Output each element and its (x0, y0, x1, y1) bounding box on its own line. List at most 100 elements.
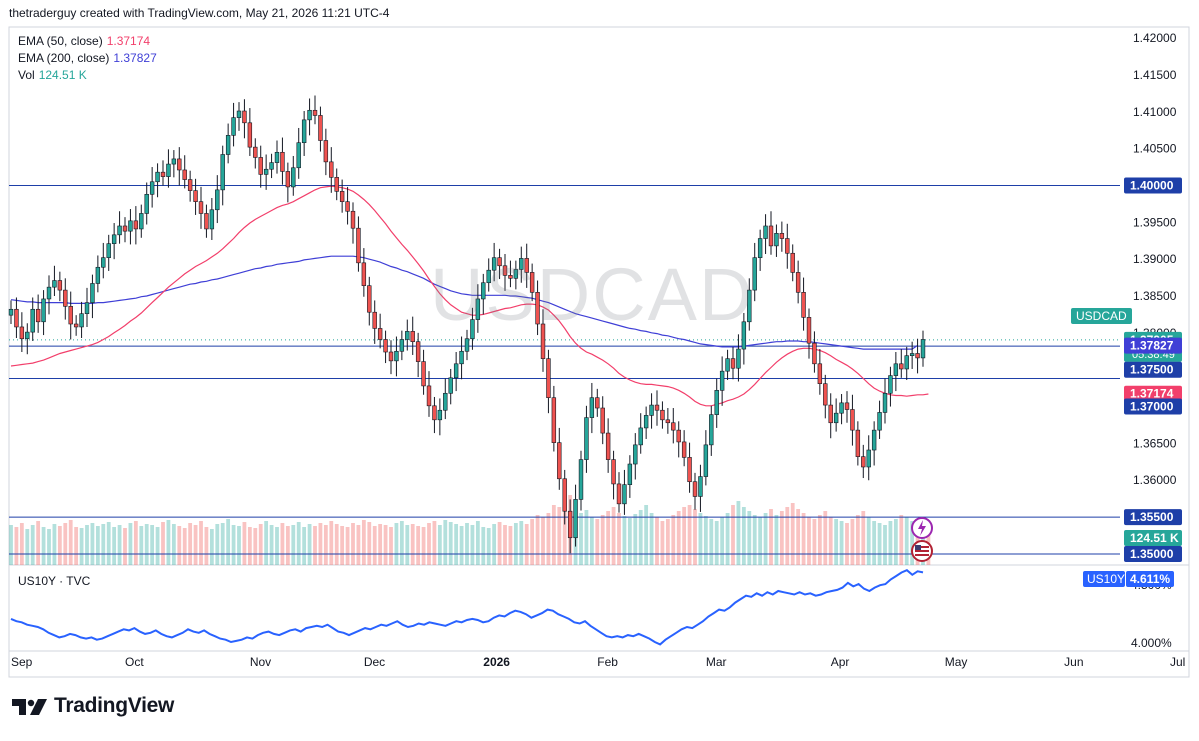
vol-value: 124.51 K (38, 68, 87, 82)
candle (399, 330, 405, 361)
volume-bar (313, 526, 317, 565)
ema50-legend[interactable]: EMA (50, close) 1.37174 (18, 34, 150, 48)
volume-bar (47, 529, 51, 565)
volume-bar (855, 515, 860, 565)
volume-bar (237, 526, 241, 565)
candle-body (567, 510, 573, 539)
volume-bar (36, 521, 41, 565)
ema200-line (10, 255, 918, 350)
candle (567, 499, 573, 554)
candle-body (524, 258, 529, 273)
candle (752, 242, 757, 302)
volume-bar (351, 523, 355, 565)
volume-bar (790, 503, 795, 565)
volume-bar (454, 524, 459, 565)
candle (220, 145, 225, 206)
volume-bar (112, 527, 117, 565)
volume-bar (106, 522, 111, 565)
candle (35, 294, 41, 333)
volume-bar (144, 524, 149, 565)
candle (68, 291, 73, 340)
volume-bar (535, 515, 540, 565)
volume-bar (524, 524, 529, 565)
candle-body (871, 429, 877, 451)
candle-body (122, 225, 128, 232)
candle-body (855, 429, 861, 457)
candle (334, 168, 339, 201)
volume-bar (557, 507, 562, 565)
us10y-name-tag-bg (1083, 571, 1125, 587)
candle (8, 300, 14, 325)
candle-body (660, 409, 665, 421)
volume-bar (899, 515, 904, 565)
candle (372, 300, 377, 344)
volume-bar (95, 526, 100, 565)
candle (513, 260, 519, 290)
volume-bar (128, 523, 133, 565)
volume-bar (296, 522, 301, 565)
candle-body (779, 233, 785, 239)
candle (801, 277, 806, 331)
volume-bar (649, 513, 654, 565)
candle (459, 336, 464, 380)
candle-body (242, 110, 247, 124)
ema200-legend[interactable]: EMA (200, close) 1.37827 (18, 51, 157, 65)
candle (812, 331, 817, 373)
candle (14, 297, 19, 339)
volume-bar (361, 520, 366, 565)
price-tag-line: 1.35000 (1124, 545, 1182, 562)
volume-bar (530, 519, 535, 565)
volume-bar (57, 526, 62, 565)
candle-body (909, 353, 915, 356)
candle (171, 150, 177, 178)
candle (470, 307, 475, 350)
candle-body (52, 280, 57, 288)
candle (877, 400, 882, 439)
volume-bar (405, 525, 410, 565)
candle-body (714, 390, 719, 415)
price-tag-label: 1.40000 (1130, 178, 1174, 192)
vol-legend[interactable]: Vol 124.51 K (18, 68, 87, 82)
volume-bar (519, 521, 524, 565)
volume-bar (785, 507, 790, 565)
candle (231, 102, 236, 147)
candle-body (339, 191, 345, 202)
volume-bar (779, 511, 784, 565)
candle (166, 149, 171, 188)
candle-body (345, 201, 350, 212)
candle (90, 274, 95, 319)
candle-body (73, 323, 79, 328)
candle-body (388, 351, 394, 362)
volume-bar (904, 517, 909, 565)
volume-bar (687, 505, 692, 565)
candle (676, 421, 681, 458)
candle-body (367, 285, 372, 313)
tradingview-brand[interactable]: TradingView (12, 694, 174, 718)
candle-body (899, 363, 904, 370)
candle (307, 98, 312, 136)
candle-body (540, 323, 546, 359)
candle (149, 167, 155, 208)
volume-bar (209, 529, 214, 565)
candle (888, 366, 893, 407)
us10y-value-tag: 4.611% (1130, 572, 1170, 586)
volume-bar (41, 527, 46, 565)
candle-body (25, 331, 30, 340)
volume-bar (720, 517, 725, 565)
x-axis-tick-label: Nov (250, 655, 271, 669)
candle-body (589, 397, 595, 418)
volume-bar (139, 526, 144, 565)
volume-bar (345, 527, 350, 565)
candle-body (519, 258, 524, 270)
volume-bar (845, 523, 849, 565)
us10y-legend[interactable]: US10Y · TVC (18, 574, 91, 588)
candle-body (307, 109, 312, 121)
candle-body (817, 363, 823, 385)
volume-bar (671, 515, 676, 565)
candle-body (443, 392, 448, 411)
candle (144, 182, 149, 225)
volume-bar (839, 521, 844, 565)
candle-body (117, 225, 122, 236)
candle (46, 275, 52, 315)
